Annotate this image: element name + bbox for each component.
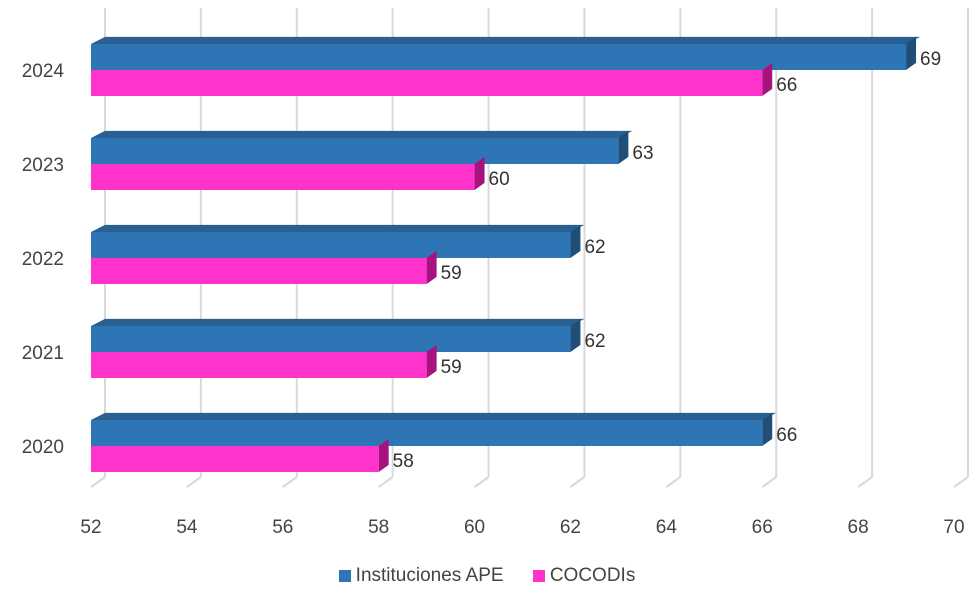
- bar-side-instituciones-ape-2022: [570, 224, 581, 258]
- x-tick-label-68: 68: [848, 517, 869, 538]
- bar-cocodis-2021: [91, 344, 437, 378]
- bar-instituciones-ape-2022: [91, 224, 585, 258]
- gridline-floor-56: [282, 476, 298, 488]
- legend-label-cocodis: COCODIs: [549, 565, 636, 586]
- x-tick-label-60: 60: [464, 517, 485, 538]
- bars: [91, 36, 921, 472]
- bar-instituciones-ape-2023: [91, 130, 633, 164]
- legend-item-cocodis: COCODIs: [532, 565, 636, 587]
- data-label-instituciones-ape-2024: 69: [920, 49, 941, 70]
- x-tick-label-58: 58: [368, 517, 389, 538]
- labels: 52 54 56 58 60 62 64 66 68 70 2024 69 66 2023 63 60 2022…: [22, 49, 965, 538]
- x-tick-label-66: 66: [752, 517, 773, 538]
- legend-swatch-cocodis: [532, 570, 545, 582]
- gridline-floor-58: [378, 476, 394, 488]
- gridline-floor-70: [953, 476, 969, 488]
- bar-top-instituciones-ape-2022: [91, 224, 585, 232]
- gridline-floor-54: [186, 476, 202, 488]
- gridline-floor-52: [90, 476, 106, 488]
- x-tick-label-64: 64: [656, 517, 678, 538]
- bar-front-instituciones-ape-2022: [91, 232, 571, 258]
- y-tick-label-2023: 2023: [22, 155, 64, 176]
- legend-item-instituciones-ape: Instituciones APE: [338, 565, 504, 587]
- x-tick-label-54: 54: [176, 517, 198, 538]
- y-tick-label-2024: 2024: [22, 61, 65, 82]
- x-tick-label-70: 70: [943, 517, 964, 538]
- bar-chart: 52 54 56 58 60 62 64 66 68 70 2024 69 66 2023 63 60 2022…: [22, 8, 969, 538]
- y-tick-label-2022: 2022: [22, 249, 64, 270]
- x-tick-label-62: 62: [560, 517, 581, 538]
- data-label-cocodis-2024: 66: [776, 75, 797, 96]
- data-label-cocodis-2023: 60: [489, 169, 510, 190]
- gridline-floor-64: [665, 476, 681, 488]
- bar-side-instituciones-ape-2024: [906, 36, 917, 70]
- bar-instituciones-ape-2020: [91, 412, 777, 446]
- bar-front-instituciones-ape-2023: [91, 138, 619, 164]
- data-label-cocodis-2022: 59: [441, 263, 462, 284]
- legend-swatch-instituciones-ape: [338, 570, 351, 582]
- bar-cocodis-2023: [91, 156, 485, 190]
- bar-top-instituciones-ape-2024: [91, 36, 921, 44]
- bar-instituciones-ape-2024: [91, 36, 921, 70]
- gridline-floor-66: [761, 476, 777, 488]
- bar-side-instituciones-ape-2021: [570, 318, 581, 352]
- x-tick-label-52: 52: [80, 517, 101, 538]
- gridline-floor-62: [569, 476, 586, 488]
- bar-cocodis-2022: [91, 250, 437, 284]
- data-label-instituciones-ape-2023: 63: [632, 143, 653, 164]
- data-label-cocodis-2020: 58: [393, 451, 414, 472]
- legend-label-instituciones-ape: Instituciones APE: [355, 565, 504, 586]
- gridline-floor-68: [857, 476, 873, 488]
- x-tick-label-56: 56: [272, 517, 293, 538]
- bar-side-cocodis-2021: [426, 344, 437, 378]
- data-label-instituciones-ape-2020: 66: [776, 425, 797, 446]
- bar-front-cocodis-2023: [91, 164, 475, 190]
- y-tick-label-2020: 2020: [22, 437, 64, 458]
- bar-front-cocodis-2020: [91, 446, 379, 472]
- bar-side-instituciones-ape-2020: [762, 412, 773, 446]
- data-label-cocodis-2021: 59: [441, 357, 462, 378]
- y-tick-label-2021: 2021: [22, 343, 64, 364]
- bar-cocodis-2020: [91, 438, 389, 472]
- bar-side-cocodis-2020: [378, 438, 389, 472]
- gridline-floor-60: [473, 476, 490, 488]
- legend: Instituciones APE COCODIs: [0, 565, 974, 588]
- bar-front-instituciones-ape-2021: [91, 326, 571, 352]
- bar-front-cocodis-2022: [91, 258, 427, 284]
- bar-front-cocodis-2024: [91, 70, 763, 96]
- bar-cocodis-2024: [91, 62, 773, 96]
- bar-front-cocodis-2021: [91, 352, 427, 378]
- bar-side-instituciones-ape-2023: [618, 130, 629, 164]
- bar-top-instituciones-ape-2021: [91, 318, 585, 326]
- bar-instituciones-ape-2021: [91, 318, 585, 352]
- bar-top-instituciones-ape-2020: [91, 412, 777, 420]
- data-label-instituciones-ape-2022: 62: [584, 237, 605, 258]
- bar-side-cocodis-2023: [474, 156, 485, 190]
- data-label-instituciones-ape-2021: 62: [584, 331, 605, 352]
- bar-front-instituciones-ape-2020: [91, 420, 763, 446]
- bar-side-cocodis-2022: [426, 250, 437, 284]
- bar-top-instituciones-ape-2023: [91, 130, 633, 138]
- bar-front-instituciones-ape-2024: [91, 44, 907, 70]
- bar-side-cocodis-2024: [762, 62, 773, 96]
